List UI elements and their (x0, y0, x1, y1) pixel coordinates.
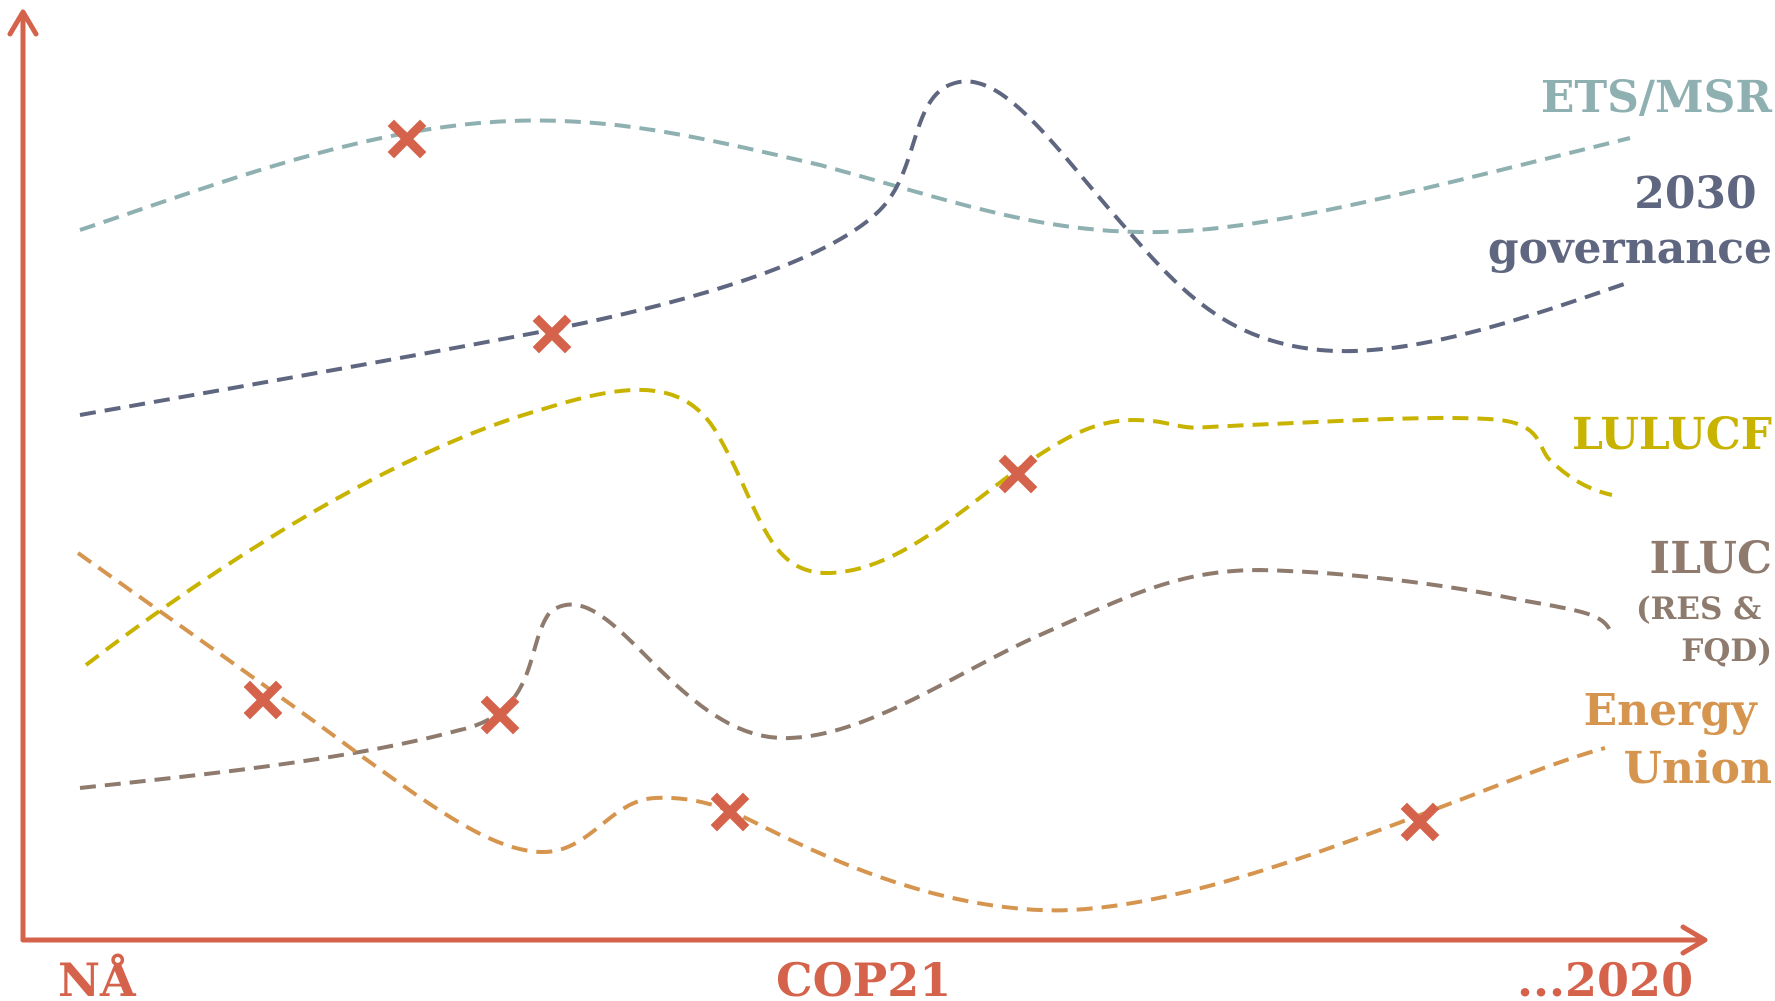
cross-marker-icon (998, 454, 1038, 494)
series-line-ets-msr (79, 118, 1631, 235)
milestone-markers (243, 119, 1440, 842)
label-iluc-sub: (RES & FQD) (1636, 591, 1772, 669)
label-energy-union-line-1: Energy (1584, 685, 1758, 736)
label-2030-governance-line-2: governance (1488, 223, 1772, 274)
cross-marker-icon (243, 680, 283, 720)
cross-marker-icon (1400, 802, 1440, 842)
axis-label-cop21: COP21 (776, 953, 951, 1001)
series-labels: ETS/MSR 2030 governance LULUCF ILUC (RES… (1488, 72, 1773, 794)
cross-marker-icon (480, 695, 520, 735)
axis-label-now: NÅ (58, 952, 137, 1001)
label-iluc-line-2: (RES & (1636, 591, 1761, 627)
label-energy-union-line-2: Union (1624, 743, 1772, 794)
axis-label-2020: ...2020 (1517, 953, 1693, 1001)
label-iluc-line-3: FQD) (1681, 633, 1772, 669)
cross-marker-icon (387, 119, 427, 159)
label-2030-governance-line-1: 2030 (1634, 168, 1756, 219)
label-energy-union: Energy Union (1584, 685, 1772, 794)
x-axis-arrow (20, 924, 1708, 956)
label-lulucf: LULUCF (1572, 409, 1772, 460)
label-iluc: ILUC (1649, 533, 1772, 584)
series-line-lulucf (84, 387, 1613, 667)
label-ets-msr: ETS/MSR (1541, 72, 1773, 123)
series-line-energy-union (76, 551, 1606, 913)
axis-labels: NÅ COP21 ...2020 (58, 952, 1693, 1001)
label-iluc-line-1: ILUC (1649, 533, 1772, 584)
y-axis-arrow (7, 9, 39, 943)
label-lulucf-line-1: LULUCF (1572, 409, 1772, 460)
label-2030-governance: 2030 governance (1488, 168, 1772, 274)
series-lines (76, 79, 1631, 913)
cross-marker-icon (532, 314, 572, 354)
series-line-iluc (79, 567, 1614, 790)
axes (7, 9, 1708, 956)
series-line-2030-governance (79, 79, 1631, 417)
cross-marker-icon (710, 792, 750, 832)
label-ets-msr-line-1: ETS/MSR (1541, 72, 1773, 123)
